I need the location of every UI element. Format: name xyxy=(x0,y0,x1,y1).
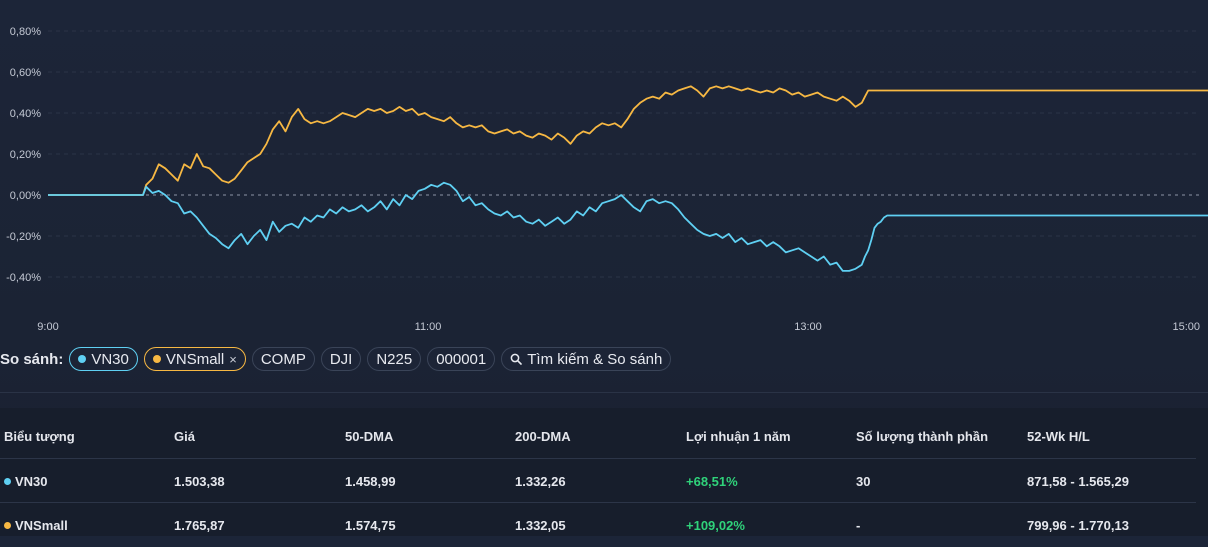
x-tick-label: 11:00 xyxy=(415,321,442,333)
series-line-vnsmall xyxy=(48,85,1208,196)
chip-dji[interactable]: DJI xyxy=(320,347,362,371)
vn30-dot-icon xyxy=(78,355,87,363)
dma50-cell: 1.458,99 xyxy=(345,473,396,489)
chip-000001-label: 000001 xyxy=(436,350,487,368)
grid-lines xyxy=(48,30,1200,278)
chip-000001[interactable]: 000001 xyxy=(427,347,496,371)
series-line-vn30 xyxy=(48,181,1208,272)
chip-comp-label: COMP xyxy=(260,350,306,368)
symbol-label: VNSmall xyxy=(15,517,68,533)
y-tick-label: 0,20% xyxy=(10,149,41,161)
x-tick-label: 13:00 xyxy=(794,321,822,333)
header-52wk[interactable]: 52-Wk H/L xyxy=(1027,428,1090,444)
comparison-table: Biểu tượng Giá 50-DMA 200-DMA Lợi nhuận … xyxy=(0,408,1208,536)
series-lines xyxy=(48,85,1208,272)
y-tick-label: 0,00% xyxy=(10,190,41,202)
search-icon xyxy=(510,353,523,365)
y-tick-label: 0,60% xyxy=(10,67,41,79)
y-tick-label: -0,40% xyxy=(6,272,41,284)
search-compare-button[interactable]: Tìm kiếm & So sánh xyxy=(501,347,672,371)
vnsmall-dot-icon xyxy=(152,355,161,363)
compare-label: So sánh: xyxy=(0,350,64,368)
compare-bar: So sánh: VN30 VNSmall × COMP DJI N225 00… xyxy=(0,346,672,372)
dma50-cell: 1.574,75 xyxy=(345,517,396,533)
chip-n225[interactable]: N225 xyxy=(367,347,422,371)
price-cell: 1.765,87 xyxy=(174,517,225,533)
components-cell: 30 xyxy=(856,473,871,489)
x-axis-ticks: 9:00 11:00 13:00 15:00 xyxy=(37,321,1200,333)
close-icon[interactable]: × xyxy=(229,351,237,367)
header-price[interactable]: Giá xyxy=(174,428,195,444)
symbol-cell: VN30 xyxy=(4,474,48,489)
chip-vn30[interactable]: VN30 xyxy=(69,347,138,371)
header-return-1y[interactable]: Lợi nhuận 1 năm xyxy=(686,428,791,444)
row-divider xyxy=(0,458,1196,459)
vn30-dot-icon xyxy=(4,477,11,485)
table-row[interactable]: VNSmall 1.765,87 1.574,75 1.332,05 +109,… xyxy=(0,503,1196,547)
y-axis-ticks: 0,80% 0,60% 0,40% 0,20% 0,00% -0,20% -0,40% xyxy=(6,26,41,284)
symbol-label: VN30 xyxy=(15,473,48,489)
table-header-row: Biểu tượng Giá 50-DMA 200-DMA Lợi nhuận … xyxy=(0,414,1196,458)
chip-vnsmall-label: VNSmall xyxy=(165,350,225,368)
chip-dji-label: DJI xyxy=(329,350,353,368)
chip-n225-label: N225 xyxy=(376,350,413,368)
hl52-cell: 871,58 - 1.565,29 xyxy=(1027,473,1129,489)
hl52-cell: 799,96 - 1.770,13 xyxy=(1027,517,1129,533)
y-tick-label: 0,40% xyxy=(10,108,41,120)
header-components[interactable]: Số lượng thành phần xyxy=(856,428,989,444)
dma200-cell: 1.332,26 xyxy=(515,473,566,489)
return-1y-cell: +68,51% xyxy=(686,473,738,489)
return-1y-cell: +109,02% xyxy=(686,517,745,533)
chip-vnsmall[interactable]: VNSmall × xyxy=(143,347,246,371)
table-row[interactable]: VN30 1.503,38 1.458,99 1.332,26 +68,51% … xyxy=(0,459,1196,503)
vnsmall-dot-icon xyxy=(4,521,11,529)
chip-comp[interactable]: COMP xyxy=(251,347,315,371)
x-tick-label: 15:00 xyxy=(1172,321,1200,333)
row-divider xyxy=(0,502,1196,503)
section-divider xyxy=(0,392,1208,393)
search-compare-label: Tìm kiếm & So sánh xyxy=(527,350,663,368)
header-symbol[interactable]: Biểu tượng xyxy=(4,428,75,444)
chip-vn30-label: VN30 xyxy=(91,350,129,368)
symbol-cell: VNSmall xyxy=(4,518,68,533)
y-tick-label: 0,80% xyxy=(10,26,41,38)
line-chart: 0,80% 0,60% 0,40% 0,20% 0,00% -0,20% -0,40% 9:… xyxy=(6,26,1208,333)
components-cell: - xyxy=(856,517,861,533)
header-dma200[interactable]: 200-DMA xyxy=(515,428,571,444)
price-cell: 1.503,38 xyxy=(174,473,225,489)
dma200-cell: 1.332,05 xyxy=(515,517,566,533)
x-tick-label: 9:00 xyxy=(37,321,58,333)
header-dma50[interactable]: 50-DMA xyxy=(345,428,394,444)
y-tick-label: -0,20% xyxy=(6,231,41,243)
